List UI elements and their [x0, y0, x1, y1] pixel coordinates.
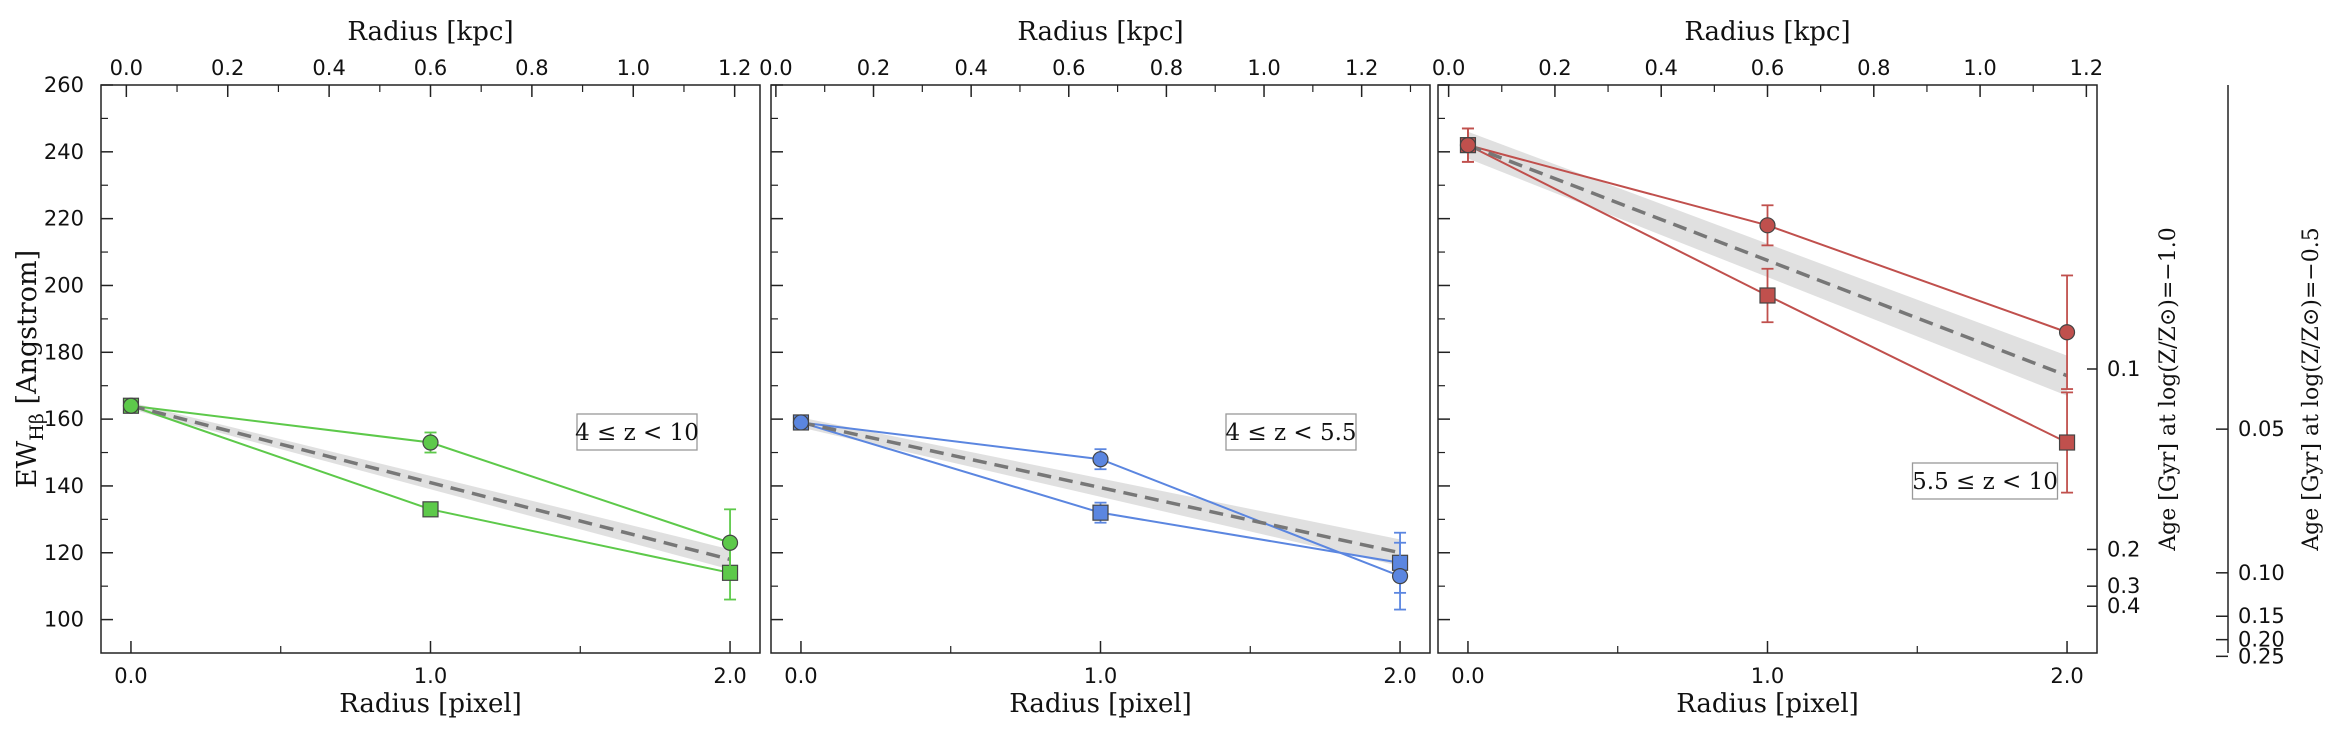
x-tick-label: 1.0: [1751, 664, 1784, 688]
x-tick-label: 0.0: [1451, 664, 1484, 688]
data-point-circle: [1391, 568, 1409, 585]
panel-label-box: [1225, 413, 1357, 451]
age-axis-2-tick-label: 0.05: [2238, 417, 2285, 441]
y-tick-label: 120: [44, 541, 84, 565]
age-axis-2-tick-label: 0.25: [2238, 644, 2285, 668]
top-x-tick-label: 1.0: [1963, 56, 1996, 80]
top-x-tick-label: 0.6: [414, 56, 447, 80]
top-x-tick-label: 0.8: [1150, 56, 1183, 80]
y-axis-label: EWHβ [Angstrom]: [12, 250, 48, 488]
panel-1: 0.0 1.0 2.0 Radius [pixel] 0.0 0.2 0.4 0.6 0.8 1.…: [12, 17, 761, 719]
top-x-tick-label: 0.0: [759, 56, 792, 80]
age-axis-1-tick-label: 0.3: [2107, 574, 2140, 598]
data-point-square: [1092, 504, 1109, 521]
age-axis-2-tick-label: 0.10: [2238, 561, 2285, 585]
top-x-tick-label: 1.2: [1345, 56, 1378, 80]
top-x-tick-label: 0.2: [857, 56, 890, 80]
x-tick-label: 2.0: [2050, 664, 2083, 688]
top-x-axis-label: Radius [kpc]: [347, 17, 513, 47]
y-axis-label-unit: [Angstrom]: [12, 250, 43, 413]
x-axis-label: Radius [pixel]: [1676, 689, 1859, 719]
age-axis-1-tick-label: 0.4: [2107, 594, 2140, 618]
fit-line: [800, 420, 1401, 555]
fit-confidence-band: [800, 417, 1401, 567]
panel-label: 5.5 ≤ z < 10: [1912, 469, 2058, 495]
top-x-tick-label: 0.4: [312, 56, 345, 80]
x-tick-label: 0.0: [784, 664, 817, 688]
y-tick-label: 240: [44, 140, 84, 164]
fit-line: [130, 404, 731, 562]
top-x-tick-label: 0.4: [954, 56, 987, 80]
age-axis-1-tick-label: 0.2: [2107, 537, 2140, 561]
data-point-circle: [122, 397, 140, 414]
y-tick-label: 180: [44, 340, 84, 364]
panel-label: 4 ≤ z < 10: [575, 420, 699, 446]
y-axis-label-subscript: Hβ: [26, 413, 48, 441]
panel-2: 0.0 1.0 2.0 Radius [pixel] 0.0 0.2 0.4 0.6 0.8 1.…: [759, 17, 1431, 719]
data-point-circle: [2058, 324, 2076, 341]
plot-frame: [100, 84, 761, 654]
top-x-tick-label: 0.2: [211, 56, 244, 80]
x-tick-label: 2.0: [1383, 664, 1416, 688]
panel-label-box: [1911, 462, 2059, 500]
top-x-tick-label: 0.6: [1751, 56, 1784, 80]
top-x-axis-label: Radius [kpc]: [1684, 17, 1850, 47]
data-point-circle: [1092, 451, 1109, 468]
top-x-tick-label: 0.0: [1432, 56, 1465, 80]
panel-3: 0.0 1.0 2.0 Radius [pixel] 0.0 0.2 0.4 0.6 0.8 1.…: [1432, 17, 2324, 719]
x-axis-label: Radius [pixel]: [339, 689, 522, 719]
y-tick-label: 160: [44, 407, 84, 431]
y-tick-label: 200: [44, 273, 84, 297]
top-x-tick-label: 1.0: [1247, 56, 1280, 80]
top-x-tick-label: 0.8: [515, 56, 548, 80]
x-axis-label: Radius [pixel]: [1009, 689, 1192, 719]
top-x-axis-label: Radius [kpc]: [1017, 17, 1183, 47]
data-point-circle: [721, 534, 739, 551]
data-point-circle: [422, 434, 439, 451]
age-axis-1-tick-label: 0.1: [2107, 357, 2140, 381]
x-tick-label: 2.0: [713, 664, 746, 688]
data-point-square: [422, 501, 439, 518]
y-axis-label-main: EW: [12, 440, 43, 488]
panel-label: 4 ≤ z < 5.5: [1225, 420, 1356, 446]
data-point-circle: [1759, 217, 1776, 234]
age-axis-2-label: Age [Gyr] at log(Z/Z⊙)=−0.5: [2299, 227, 2324, 551]
y-tick-label: 220: [44, 207, 84, 231]
top-x-tick-label: 0.4: [1645, 56, 1678, 80]
y-tick-label: 260: [44, 73, 84, 97]
fit-confidence-band: [1467, 131, 2068, 396]
plot-frame: [770, 84, 1431, 654]
fit-line: [1467, 143, 2068, 378]
age-axis-1-label: Age [Gyr] at log(Z/Z⊙)=−1.0: [2156, 227, 2181, 551]
x-tick-label: 1.0: [1084, 664, 1117, 688]
y-tick-label: 100: [44, 608, 84, 632]
top-x-tick-label: 1.0: [617, 56, 650, 80]
y-tick-label: 140: [44, 474, 84, 498]
x-tick-label: 1.0: [414, 664, 447, 688]
top-x-tick-label: 0.0: [110, 56, 143, 80]
x-tick-label: 0.0: [114, 664, 147, 688]
top-x-tick-label: 0.8: [1857, 56, 1890, 80]
data-point-circle: [1459, 137, 1477, 154]
age-axis-2-tick-label: 0.20: [2238, 628, 2285, 652]
age-axis-2-tick-label: 0.15: [2238, 604, 2285, 628]
panel-label-box: [576, 413, 698, 451]
top-x-tick-label: 0.6: [1052, 56, 1085, 80]
top-x-tick-label: 1.2: [718, 56, 751, 80]
data-point-circle: [792, 414, 810, 431]
data-point-square: [1759, 287, 1776, 304]
top-x-tick-label: 0.2: [1538, 56, 1571, 80]
data-point-square: [2058, 434, 2076, 451]
top-x-tick-label: 1.2: [2070, 56, 2103, 80]
